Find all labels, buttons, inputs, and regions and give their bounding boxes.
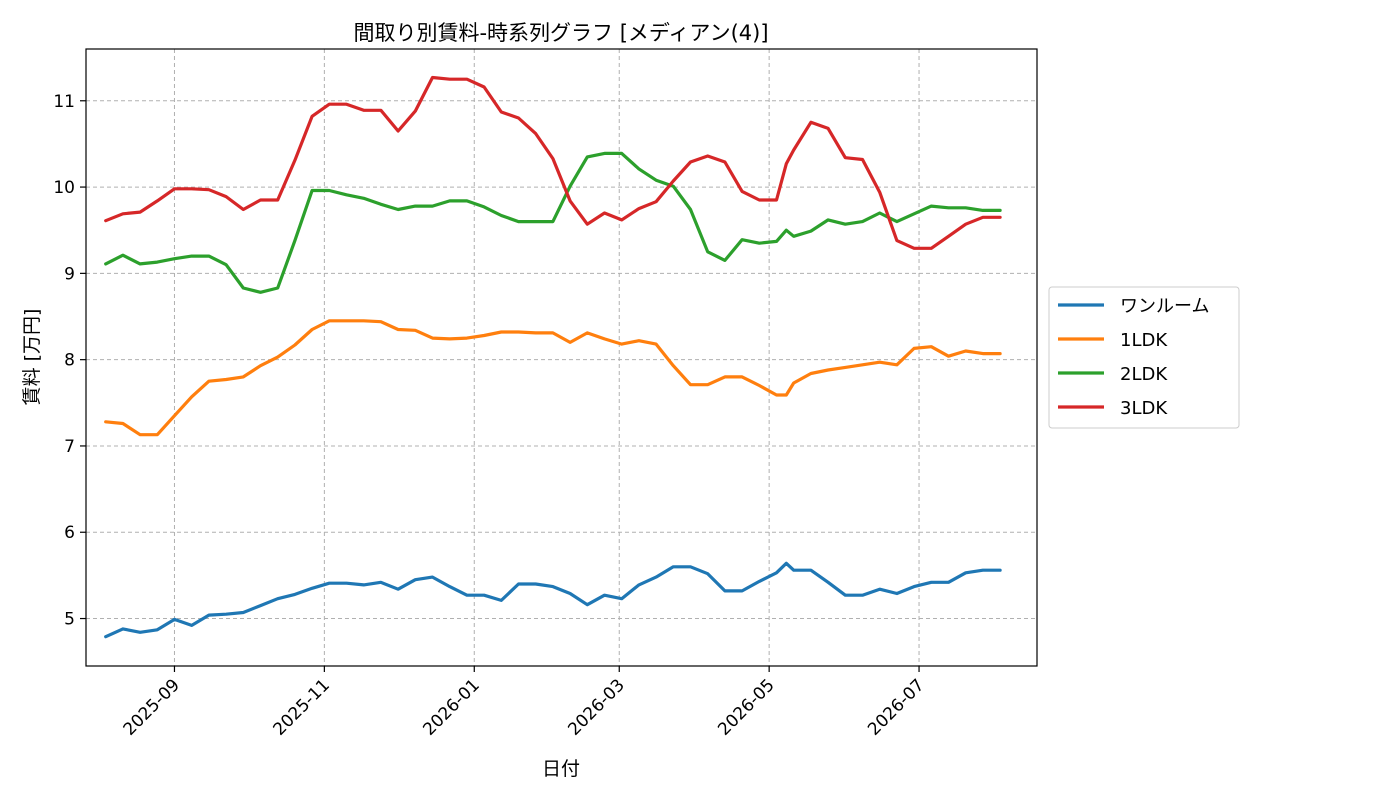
legend-label: ワンルーム [1120,296,1209,317]
x-tick-label: 2025-11 [270,675,334,739]
y-tick-label: 10 [53,178,75,198]
series-line-1 [104,319,1002,437]
x-axis-label: 日付 [542,758,580,780]
y-tick-label: 11 [53,92,75,112]
series-line-3 [104,75,1002,250]
legend: ワンルーム 1LDK 2LDK 3LDK [1048,286,1240,429]
y-tick-label: 9 [64,264,75,284]
y-tick-label: 7 [64,437,75,457]
x-tick-label: 2026-03 [564,675,628,739]
x-tick-label: 2025-09 [120,675,184,739]
plot-area-frame [85,48,1038,667]
series-lines [104,75,1002,639]
series-line-2 [104,151,1002,294]
x-tick-label: 2026-01 [419,675,483,739]
y-tick-label: 8 [64,351,75,371]
series-line-0 [104,561,1002,639]
x-tick-label: 2026-07 [864,675,928,739]
chart-title: 間取り別賃料-時系列グラフ [メディアン(4)] [353,21,768,45]
y-axis-label: 賃料 [万円] [21,309,43,406]
legend-label: 3LDK [1120,398,1168,419]
x-tick-label: 2026-05 [714,675,778,739]
y-tick-label: 5 [64,610,75,630]
legend-label: 1LDK [1120,330,1168,351]
grid-lines [86,49,1037,666]
legend-box [1048,286,1240,429]
y-tick-label: 6 [64,523,75,543]
legend-label: 2LDK [1120,364,1168,385]
